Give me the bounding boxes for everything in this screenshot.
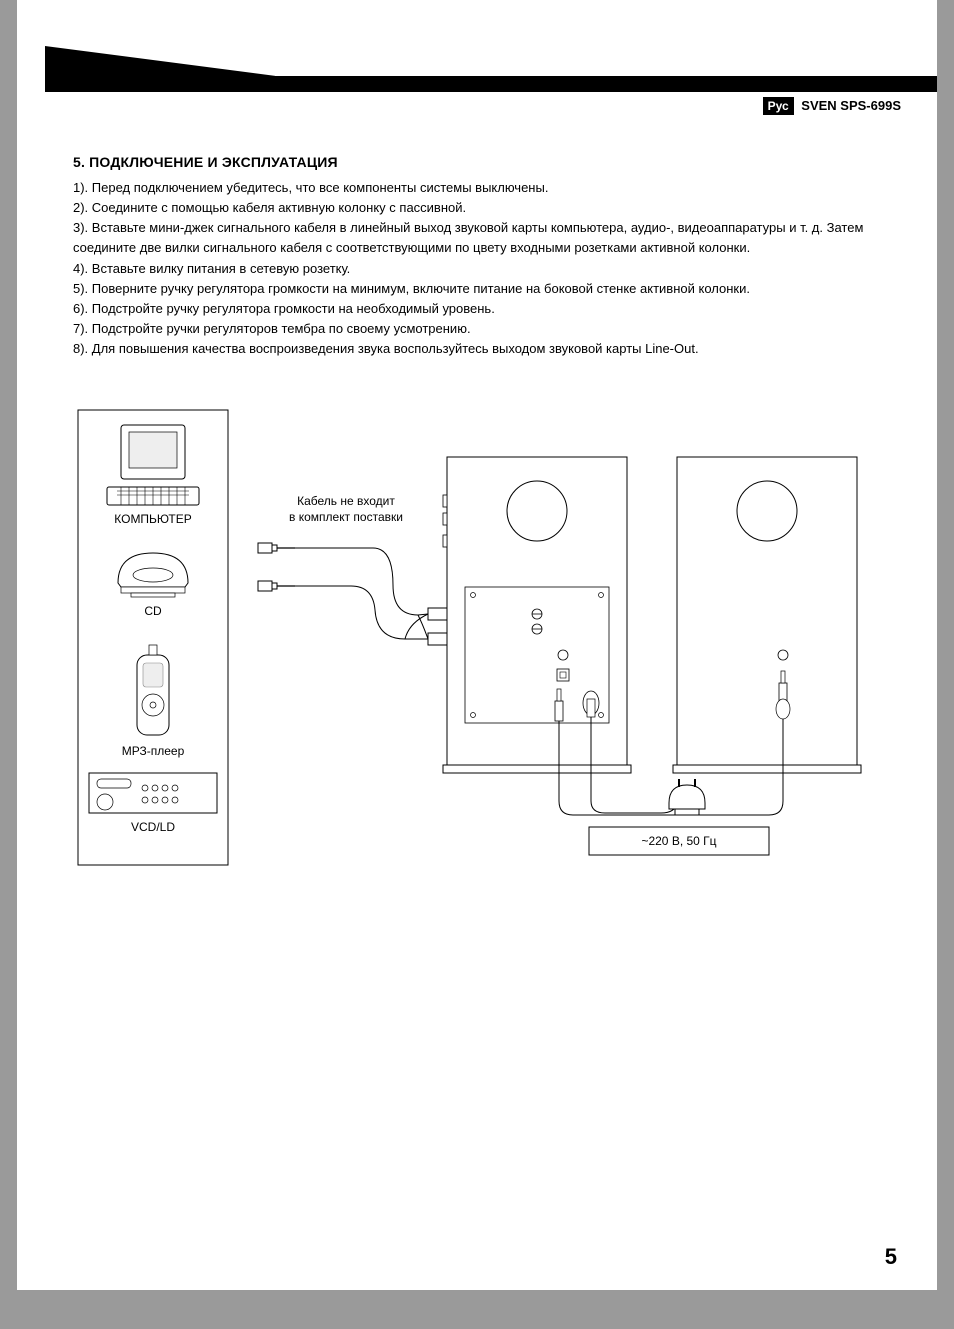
steps-list: 1). Перед подключением убедитесь, что вс… (73, 178, 895, 359)
manual-page: Рус SVEN SPS-699S 5. ПОДКЛЮЧЕНИЕ И ЭКСПЛ… (17, 0, 937, 1290)
cd-label: CD (144, 604, 162, 618)
step-item: 8). Для повышения качества воспроизведен… (73, 339, 895, 359)
step-item: 6). Подстройте ручку регулятора громкост… (73, 299, 895, 319)
step-item: 7). Подстройте ручки регуляторов тембра … (73, 319, 895, 339)
section-title: 5. ПОДКЛЮЧЕНИЕ И ЭКСПЛУАТАЦИЯ (73, 154, 895, 170)
step-item: 2). Соедините с помощью кабеля активную … (73, 198, 895, 218)
minijack-icon (258, 581, 295, 591)
computer-icon (107, 425, 199, 505)
vcd-icon (89, 773, 217, 813)
signal-cable (295, 548, 428, 639)
step-item: 3). Вставьте мини-джек сигнального кабел… (73, 218, 895, 258)
header-band: Рус SVEN SPS-699S (17, 0, 937, 94)
mp3-label: МРЗ-плеер (122, 744, 185, 758)
step-item: 1). Перед подключением убедитесь, что вс… (73, 178, 895, 198)
active-speaker-icon (443, 457, 631, 773)
diagram-svg: КОМПЬЮТЕР CD МРЗ-плеер (73, 405, 893, 875)
connection-diagram: КОМПЬЮТЕР CD МРЗ-плеер (73, 405, 893, 875)
cable-note-1: Кабель не входит (297, 494, 395, 508)
power-label: ~220 В, 50 Гц (641, 834, 716, 848)
page-number: 5 (885, 1244, 897, 1270)
cd-icon (118, 553, 188, 597)
power-plug-icon (669, 779, 705, 815)
model-name: SVEN SPS-699S (801, 98, 901, 113)
cable-note-2: в комплект поставки (289, 510, 403, 524)
minijack-icon (258, 543, 295, 553)
computer-label: КОМПЬЮТЕР (114, 512, 191, 526)
step-item: 5). Поверните ручку регулятора громкости… (73, 279, 895, 299)
mp3-icon (137, 645, 169, 735)
lang-tag: Рус (763, 97, 794, 115)
content-area: 5. ПОДКЛЮЧЕНИЕ И ЭКСПЛУАТАЦИЯ 1). Перед … (17, 94, 937, 875)
header-model-line: Рус SVEN SPS-699S (763, 98, 901, 113)
step-item: 4). Вставьте вилку питания в сетевую роз… (73, 259, 895, 279)
passive-speaker-icon (673, 457, 861, 773)
header-stripe (45, 76, 937, 92)
vcd-label: VCD/LD (131, 820, 175, 834)
